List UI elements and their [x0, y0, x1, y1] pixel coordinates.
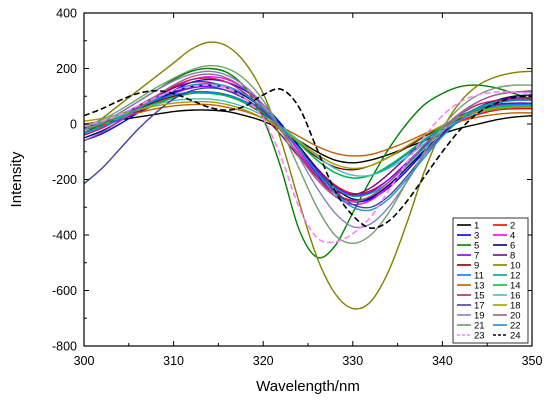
- legend-label-13: 13: [474, 280, 485, 291]
- x-tick-label: 320: [253, 354, 274, 368]
- legend-label-12: 12: [510, 270, 521, 281]
- legend-label-9: 9: [474, 260, 479, 271]
- series-line-23: [84, 84, 532, 244]
- legend-label-14: 14: [510, 280, 521, 291]
- x-tick-label: 310: [163, 354, 184, 368]
- legend-label-8: 8: [510, 250, 515, 261]
- plot-area: [84, 41, 532, 310]
- y-axis-title: Intensity: [8, 151, 25, 207]
- series-line-18: [84, 100, 532, 170]
- y-tick-label: -800: [52, 340, 77, 354]
- legend-label-11: 11: [474, 270, 484, 281]
- y-tick-label: 200: [56, 62, 77, 76]
- legend-label-20: 20: [510, 310, 521, 321]
- legend-label-5: 5: [474, 240, 479, 251]
- legend-label-24: 24: [510, 330, 521, 341]
- x-tick-label: 300: [74, 354, 95, 368]
- legend-label-21: 21: [474, 320, 485, 331]
- legend-label-10: 10: [510, 260, 521, 271]
- y-tick-label: -400: [52, 229, 77, 243]
- series-line-20: [84, 73, 532, 203]
- x-axis-title: Wavelength/nm: [256, 378, 360, 395]
- series-line-21: [84, 64, 532, 245]
- legend-label-16: 16: [510, 290, 521, 301]
- x-tick-label: 350: [522, 354, 543, 368]
- legend-label-15: 15: [474, 290, 485, 301]
- y-tick-label: -200: [52, 173, 77, 187]
- legend-label-2: 2: [510, 220, 515, 231]
- series-line-10: [84, 41, 532, 310]
- y-tick-label: -600: [52, 284, 77, 298]
- legend-label-7: 7: [474, 250, 479, 261]
- legend-label-23: 23: [474, 330, 485, 341]
- x-tick-label: 330: [342, 354, 363, 368]
- x-tick-label: 340: [432, 354, 453, 368]
- y-tick-label: 0: [70, 118, 77, 132]
- legend-label-3: 3: [474, 230, 479, 241]
- legend-label-18: 18: [510, 300, 521, 311]
- series-line-22: [84, 83, 532, 212]
- y-tick-label: 400: [56, 7, 77, 21]
- series-line-24: [84, 88, 532, 230]
- series-line-9: [84, 90, 532, 171]
- legend-label-19: 19: [474, 310, 485, 321]
- y-axis: -800 -600 -400 -200 0 200 400: [52, 7, 532, 354]
- legend-box: [452, 217, 529, 344]
- x-axis: 300 310 320 330 340 350: [74, 13, 543, 368]
- series-line-1: [84, 109, 532, 164]
- legend-label-6: 6: [510, 240, 515, 251]
- legend-label-4: 4: [510, 230, 515, 241]
- legend-label-17: 17: [474, 300, 485, 311]
- legend-label-1: 1: [474, 220, 479, 231]
- legend-label-22: 22: [510, 320, 521, 331]
- series-line-19: [84, 70, 532, 229]
